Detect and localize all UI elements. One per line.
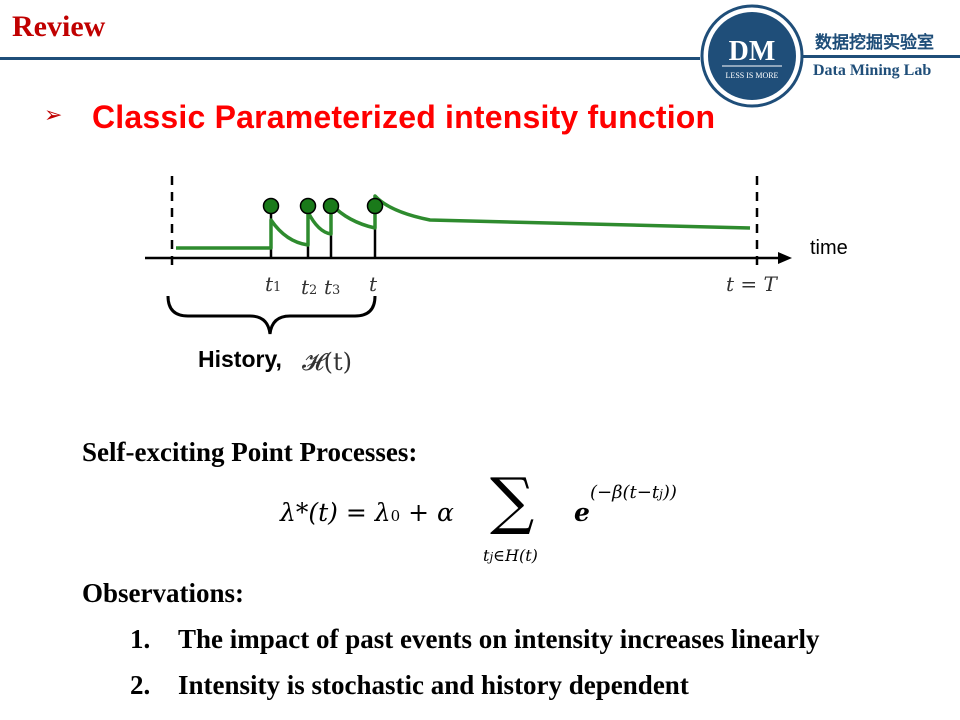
observation-number: 2. — [130, 670, 151, 700]
intensity-diagram — [145, 176, 792, 335]
section-title-self-exciting: Self-exciting Point Processes: — [82, 437, 418, 467]
sum-symbol: ∑ — [490, 464, 535, 537]
section-title-observations: Observations: — [82, 578, 244, 608]
tick-label-t3: t3 — [324, 275, 341, 299]
logo-motto: LESS IS MORE — [726, 71, 779, 80]
sum-index: tj∈H(t) — [483, 546, 538, 565]
lab-logo: DM LESS IS MORE — [700, 4, 804, 108]
history-brace — [166, 295, 377, 335]
time-axis-label: time — [810, 237, 848, 259]
observation-number: 1. — [130, 624, 151, 654]
observation-item: 2. Intensity is stochastic and history de… — [130, 670, 689, 701]
lab-name-en: Data Mining Lab — [813, 62, 932, 79]
tick-label-t: t — [369, 272, 378, 296]
event-dot-t1 — [262, 197, 280, 215]
intensity-formula: λ*(t) = λ0 + α ∑ tj∈H(t) e (−β(t−tj)) — [280, 470, 740, 568]
time-axis-arrow-icon — [778, 252, 792, 264]
observation-text: The impact of past events on intensity i… — [178, 624, 820, 654]
intensity-curve — [176, 194, 751, 250]
observation-item: 1. The impact of past events on intensity… — [130, 624, 819, 655]
logo-text: DM — [729, 36, 776, 67]
formula-lhs: λ*(t) = λ0 + α — [280, 498, 454, 527]
event-dot-t3 — [322, 197, 340, 215]
observation-text: Intensity is stochastic and history depe… — [178, 670, 689, 700]
history-math: 𝓗(t) — [302, 348, 353, 376]
header-rule-left — [0, 57, 700, 60]
slide-title: Review — [12, 10, 106, 43]
history-label: History, — [198, 346, 282, 372]
exp-base: e — [574, 498, 590, 527]
lab-name-cn: 数据挖掘实验室 — [815, 33, 934, 53]
tick-label-t2: t2 — [301, 275, 318, 299]
header-rule-right — [800, 55, 960, 58]
bullet-icon: ➢ — [44, 103, 63, 128]
tick-label-T: t = T — [726, 272, 777, 296]
event-dot-t2 — [299, 197, 317, 215]
event-dot-t — [366, 197, 384, 215]
slide-heading: Classic Parameterized intensity function — [92, 99, 716, 135]
exp-power: (−β(t−tj)) — [590, 482, 677, 503]
tick-label-t1: t1 — [265, 272, 282, 296]
